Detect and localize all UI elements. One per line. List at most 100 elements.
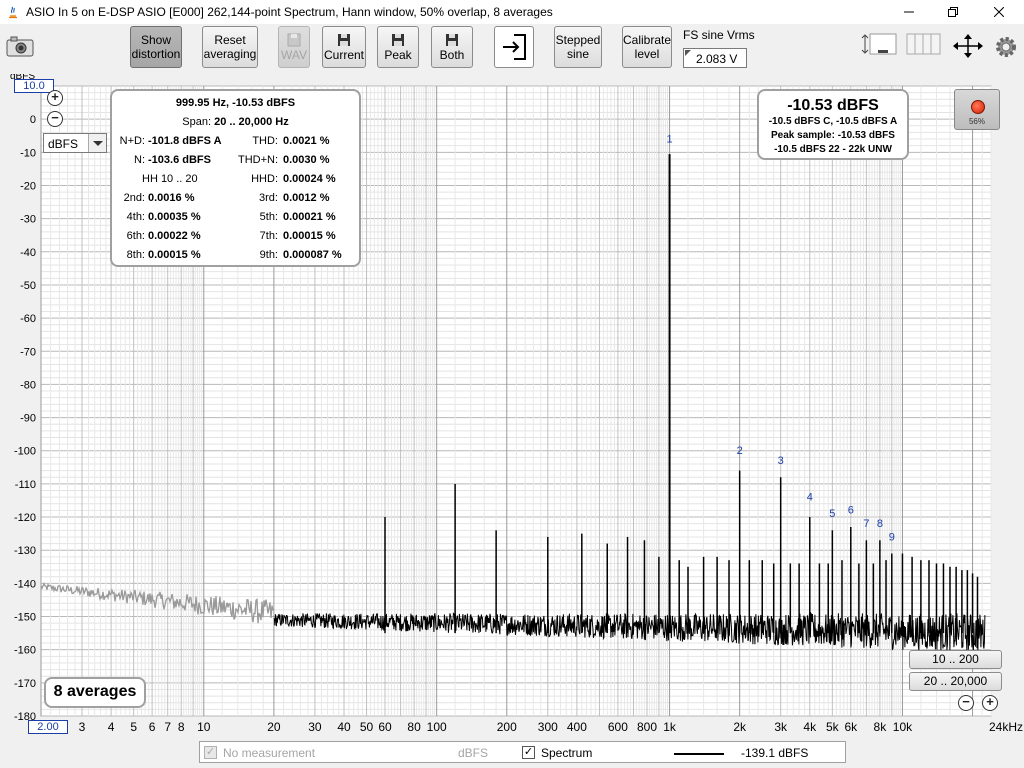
distortion-info-box: 999.95 Hz, -10.53 dBFS Span: 20 .. 20,00… (110, 89, 361, 267)
spectrum-trace (273, 154, 986, 652)
record-percent: 56% (968, 117, 985, 126)
info-label: THD: (252, 135, 278, 147)
plot-grid (40, 85, 992, 717)
reset-averaging-button[interactable]: Reset averaging (202, 26, 258, 68)
info-value: 0.00035 % (148, 211, 201, 223)
info-value: 0.00015 % (148, 249, 201, 261)
layout-toggle-button[interactable] (860, 32, 898, 58)
gear-icon (996, 37, 1016, 57)
close-button[interactable] (976, 0, 1022, 24)
info-label: N+D: (119, 135, 145, 147)
spectrum-trace-low-freq (40, 581, 274, 624)
info-value: -101.8 dBFS A (148, 135, 222, 147)
columns-button[interactable] (906, 32, 942, 58)
y-tick-label: -100 (14, 446, 36, 458)
calibrate-level-button[interactable]: Calibrate level (622, 26, 672, 68)
y-tick-label: -160 (14, 645, 36, 657)
save-disk-icon (287, 33, 301, 46)
import-button[interactable] (494, 26, 534, 68)
info-value: 0.0030 % (283, 154, 330, 166)
y-axis-labels: 0 -10 -20 -30 -40 -50 -60 -70 -80 -90 -100 -110 -120… (14, 114, 36, 723)
panel-layout-icon (861, 33, 897, 55)
x-tick-label: 8k (874, 720, 888, 734)
x-tick-label: 60 (378, 720, 392, 734)
y-tick-label: -80 (20, 379, 36, 391)
fs-sine-field[interactable]: 2.083 V (683, 48, 747, 68)
zoom-out-vertical-button[interactable]: − (47, 111, 63, 127)
x-tick-label: 800 (637, 720, 657, 734)
x-tick-label: 6 (149, 720, 156, 734)
save-both-button[interactable]: Both (431, 26, 473, 68)
zoom-in-vertical-button[interactable]: + (47, 90, 63, 106)
info-label: HHD: (251, 173, 278, 185)
x-tick-label: 4 (108, 720, 115, 734)
calibrate-level-label-2: level (634, 47, 660, 61)
camera-icon (6, 36, 34, 57)
save-current-button[interactable]: Current (322, 26, 366, 68)
unit-select[interactable]: dBFS (43, 133, 107, 153)
restore-icon (948, 7, 958, 17)
save-peak-button[interactable]: Peak (377, 26, 419, 68)
info-label: 6th: (126, 230, 145, 242)
x-tick-label: 10k (893, 720, 913, 734)
y-tick-label: 0 (30, 114, 36, 126)
close-icon (994, 7, 1004, 17)
peak-label: Peak (384, 47, 412, 62)
spectrum-plot[interactable]: 0 -10 -20 -30 -40 -50 -60 -70 -80 -90 -100 -110 -120… (0, 74, 1024, 742)
info-value: 0.00021 % (283, 211, 336, 223)
minimize-button[interactable] (886, 0, 932, 24)
maximize-button[interactable] (930, 0, 976, 24)
x-end-label: 24kHz (989, 720, 1023, 734)
legend-bar: ✓ No measurement dBFS ✓ Spectrum -139.1 … (199, 741, 846, 763)
wav-button[interactable]: WAV (278, 26, 310, 68)
range-10-200-button[interactable]: 10 .. 200 (909, 650, 1002, 669)
no-measurement-checkbox[interactable]: ✓ (204, 746, 217, 759)
save-disk-icon (392, 33, 404, 46)
range-20-20000-button[interactable]: 20 .. 20,000 (909, 672, 1002, 691)
spectrum-checkbox[interactable]: ✓ (522, 746, 535, 759)
harmonic-labels: 1 2 3 4 5 67 89 (667, 133, 895, 543)
info-span-value: 20 .. 20,000 Hz (214, 116, 289, 128)
info-value: 0.000087 % (283, 249, 342, 261)
peak-band: -10.5 dBFS 22 - 22k UNW (774, 144, 892, 155)
harmonic-label: 1 (667, 133, 673, 145)
calibrate-level-label-1: Calibrate (622, 33, 672, 47)
title-bar: ASIO In 5 on E-DSP ASIO [E000] 262,144-p… (0, 0, 1024, 24)
stepped-sine-button[interactable]: Stepped sine (554, 26, 602, 68)
y-tick-label: -10 (20, 147, 36, 159)
info-label: 5th: (259, 211, 278, 223)
x-start-value-field[interactable]: 2.00 (28, 720, 68, 734)
y-tick-label: -150 (14, 612, 36, 624)
chevron-down-icon (88, 134, 106, 152)
info-label: 8th: (126, 249, 145, 261)
zoom-in-horizontal-button[interactable]: + (982, 695, 998, 711)
columns-icon (906, 33, 941, 55)
save-disk-icon (446, 33, 458, 46)
reset-averaging-label-2: averaging (203, 47, 257, 61)
peak-level-box: -10.53 dBFS -10.5 dBFS C, -10.5 dBFS A P… (757, 89, 909, 160)
toolbar: Show distortion Reset averaging WAV Curr… (0, 24, 1024, 74)
show-distortion-button[interactable]: Show distortion (130, 26, 182, 68)
wav-label: WAV (281, 47, 307, 62)
info-label: 4th: (126, 211, 145, 223)
low-freq-trace-line (40, 581, 274, 624)
x-tick-label: 20 (267, 720, 281, 734)
settings-button[interactable] (993, 34, 1019, 60)
zoom-out-horizontal-button[interactable]: − (958, 695, 974, 711)
x-tick-label: 2k (733, 720, 747, 734)
y-tick-label: -20 (20, 180, 36, 192)
x-tick-label: 50 (360, 720, 374, 734)
y-tick-label: -140 (14, 578, 36, 590)
record-button[interactable]: 56% (954, 89, 1000, 130)
info-value: 0.00022 % (148, 230, 201, 242)
harmonic-label: 7 (863, 518, 869, 530)
x-tick-label: 300 (538, 720, 558, 734)
y-top-value-field[interactable]: 10.0 (14, 79, 54, 93)
pan-button[interactable] (950, 32, 986, 60)
camera-button[interactable] (4, 32, 36, 60)
x-tick-label: 8 (178, 720, 185, 734)
y-tick-label: -170 (14, 678, 36, 690)
y-tick-label: -120 (14, 512, 36, 524)
harmonic-label: 6 (848, 505, 854, 517)
y-tick-label: -40 (20, 247, 36, 259)
